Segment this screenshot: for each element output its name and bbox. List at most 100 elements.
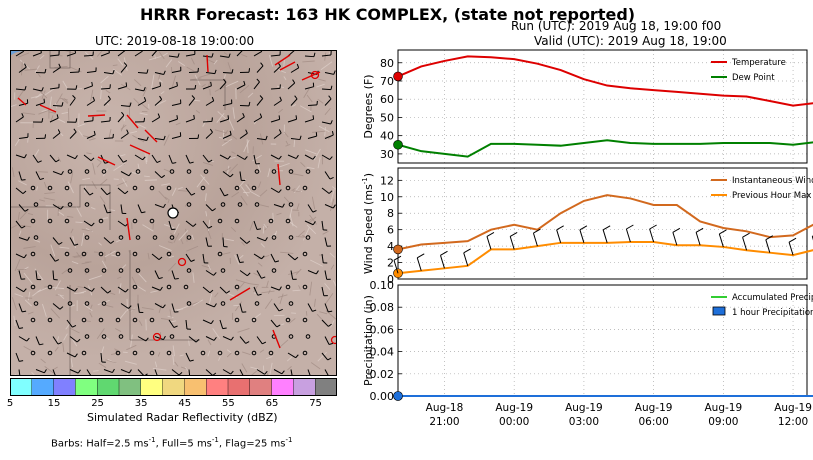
series-line-1 — [397, 139, 813, 158]
calm-wind-marker — [169, 169, 175, 174]
wind-barb-flag — [91, 222, 95, 227]
calm-wind-marker — [288, 235, 294, 240]
wind-barb-flag — [59, 306, 64, 310]
calm-wind-marker — [166, 251, 172, 257]
red-barb — [126, 114, 139, 129]
calm-wind-marker — [30, 350, 36, 356]
wind-barb — [52, 132, 61, 139]
wind-barb-flag — [44, 68, 47, 74]
wind-barb — [222, 369, 231, 375]
calm-wind-marker — [149, 185, 155, 191]
wind-barb-flag — [75, 118, 78, 123]
wind-barb — [83, 120, 93, 123]
y-tick-label: 8 — [387, 207, 394, 220]
wind-barb — [236, 154, 246, 160]
legend-label: Temperature — [731, 58, 786, 68]
legend-label: Previous Hour Max Wind — [732, 191, 813, 201]
wind-barb-flag — [649, 224, 657, 230]
wind-barb-flag — [43, 369, 47, 374]
wind-barb-flag — [328, 190, 333, 194]
calm-wind-marker — [84, 169, 90, 174]
wind-barb-flag — [176, 115, 179, 120]
wind-barb — [222, 72, 233, 74]
wind-barb — [273, 132, 282, 139]
calm-wind-marker — [149, 218, 155, 224]
wind-barb-flag — [239, 261, 244, 264]
wind-barb — [273, 369, 283, 375]
red-barb — [229, 287, 251, 301]
wind-barb — [188, 98, 196, 106]
x-tick-time: 09:00 — [708, 416, 738, 428]
wind-barb — [202, 253, 205, 263]
calm-wind-marker — [64, 185, 70, 191]
calm-wind-marker — [81, 251, 87, 257]
wind-barb-flag — [74, 50, 77, 54]
wind-barb — [185, 220, 194, 227]
wind-barb — [134, 50, 143, 57]
wind-barb-flag — [312, 115, 315, 120]
calm-wind-marker — [251, 350, 257, 356]
calm-wind-marker — [251, 185, 257, 191]
wind-barb-flag — [208, 159, 213, 163]
wind-barb-flag — [327, 357, 332, 361]
wind-barb — [253, 154, 257, 164]
wind-barb — [18, 204, 26, 212]
wind-barb — [304, 220, 314, 226]
calm-wind-marker — [186, 235, 192, 240]
calm-wind-marker — [186, 169, 192, 174]
series-start-marker — [393, 244, 403, 255]
wind-barb-flag — [626, 224, 634, 230]
wind-barb — [253, 286, 259, 296]
calm-wind-marker — [271, 235, 277, 240]
wind-barb-flag — [197, 134, 200, 139]
colorbar-label: Simulated Radar Reflectivity (dBZ) — [87, 411, 278, 424]
wind-barb-flag — [128, 172, 132, 177]
wind-barb-flag — [228, 53, 231, 58]
wind-barb-flag — [146, 69, 149, 74]
wind-barb — [273, 100, 282, 106]
wind-barb-flag — [579, 225, 588, 231]
wind-barb-flag — [486, 231, 495, 237]
wind-barb — [15, 88, 26, 91]
wind-barb — [205, 369, 214, 376]
wind-barb-flag — [74, 243, 79, 246]
wind-barb — [171, 102, 181, 106]
wind-barb — [15, 50, 24, 57]
wind-barb-flag — [110, 240, 115, 244]
wind-barb — [324, 98, 332, 106]
wind-barb — [287, 82, 296, 90]
wind-barb-flag — [224, 194, 229, 197]
wind-barb-flag — [55, 259, 60, 262]
calm-wind-marker — [169, 235, 175, 240]
wind-barb — [202, 319, 212, 325]
calm-wind-marker — [115, 350, 121, 356]
calm-wind-marker — [152, 235, 158, 240]
wind-barb — [324, 171, 331, 180]
y-tick-label: 50 — [380, 111, 394, 124]
calm-wind-marker — [220, 268, 226, 273]
calm-wind-marker — [234, 317, 240, 323]
red-barb — [17, 97, 27, 106]
wind-barb — [324, 72, 334, 75]
calm-wind-marker — [47, 284, 53, 290]
red-barb — [144, 129, 158, 143]
wind-barb — [69, 336, 78, 343]
wind-barb — [15, 116, 24, 123]
calm-wind-marker — [305, 235, 311, 240]
wind-barb — [256, 65, 264, 73]
wind-barb-flag — [440, 250, 448, 256]
wind-barb — [66, 52, 76, 57]
y-tick-label: 0.10 — [370, 279, 395, 292]
wind-barb — [270, 54, 281, 57]
calm-wind-marker — [135, 268, 141, 273]
wind-barb-flag — [257, 293, 262, 296]
calm-wind-marker — [101, 169, 107, 174]
wind-barb — [321, 54, 332, 57]
wind-barb — [321, 286, 325, 296]
wind-barb-flag — [142, 156, 146, 161]
wind-barb — [253, 51, 263, 57]
calm-wind-marker — [81, 317, 87, 323]
wind-barb — [18, 237, 28, 241]
wind-barb-flag — [195, 339, 200, 343]
wind-barb — [185, 352, 191, 362]
